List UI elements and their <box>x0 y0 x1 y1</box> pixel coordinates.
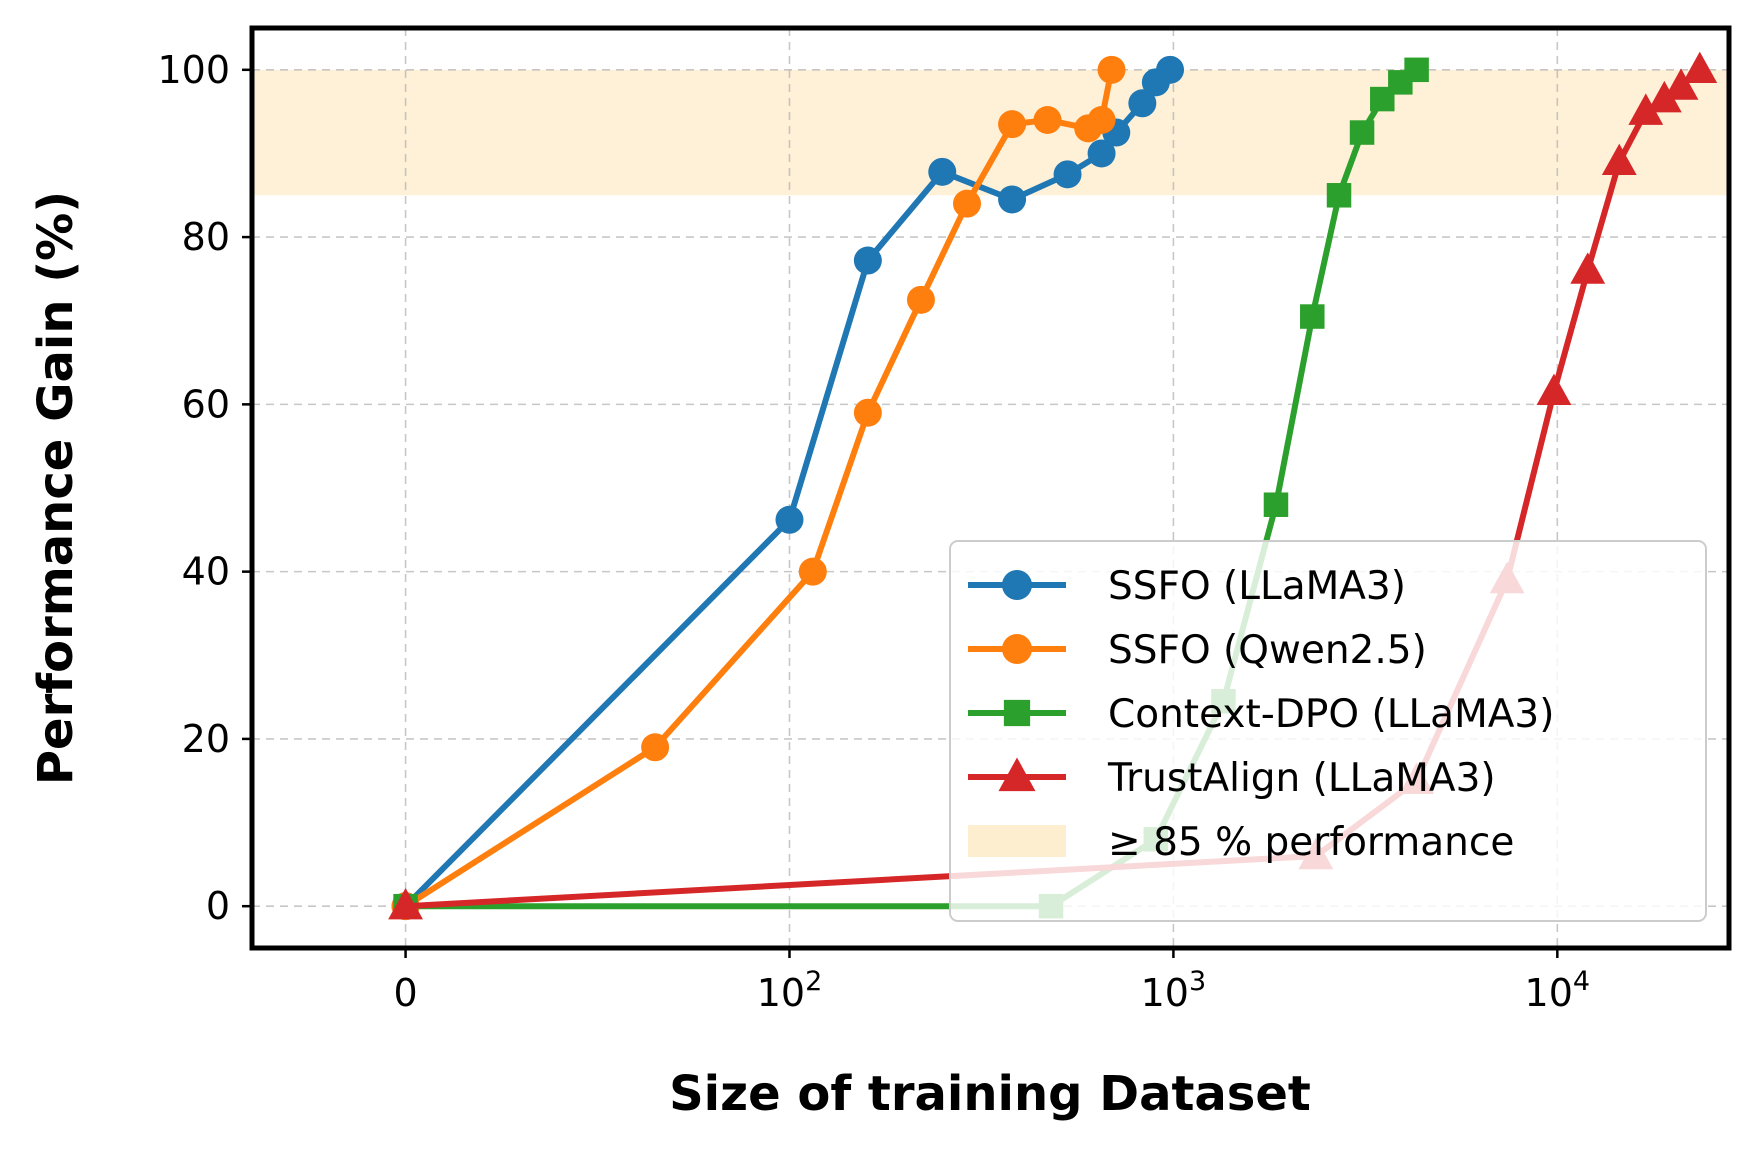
x-tick-label: 104 <box>1525 966 1591 1015</box>
y-tick-label: 0 <box>206 884 230 928</box>
legend-entry: SSFO (Qwen2.5) <box>968 628 1427 673</box>
legend-entry: Context-DPO (LLaMA3) <box>968 692 1554 737</box>
y-tick-label: 40 <box>182 550 230 594</box>
data-point <box>1087 139 1116 168</box>
data-point <box>388 887 423 920</box>
x-tick-label: 103 <box>1141 966 1207 1015</box>
series-layer <box>388 51 1718 921</box>
x-tick-label: 102 <box>757 966 823 1015</box>
data-point <box>641 733 670 762</box>
legend-label: ≥ 85 % performance <box>1108 820 1514 865</box>
x-axis-title: Size of training Dataset <box>669 1066 1311 1122</box>
data-point <box>798 557 827 586</box>
data-point <box>1053 160 1082 189</box>
legend-patch <box>968 825 1066 857</box>
data-point <box>1033 106 1062 134</box>
data-point <box>1128 89 1157 118</box>
legend-marker <box>1002 634 1032 664</box>
legend-box <box>949 540 1707 922</box>
legend-label: SSFO (LLaMA3) <box>1108 564 1406 609</box>
data-point <box>1628 93 1664 125</box>
data-point <box>1349 120 1375 145</box>
data-point <box>1087 106 1116 134</box>
legend-marker <box>1003 699 1031 727</box>
y-tick-label: 60 <box>182 382 230 426</box>
data-point <box>1646 80 1682 113</box>
data-point <box>1263 492 1289 517</box>
y-tick-label: 20 <box>182 717 230 761</box>
legend-marker <box>1002 570 1032 600</box>
data-point <box>853 246 882 275</box>
data-point <box>1097 55 1126 84</box>
data-point <box>775 505 804 534</box>
data-point <box>1601 143 1637 176</box>
data-point <box>853 398 882 427</box>
legend-label: SSFO (Qwen2.5) <box>1108 628 1427 673</box>
legend-entry: TrustAlign (LLaMA3) <box>968 756 1496 801</box>
legend-marker <box>998 757 1036 792</box>
data-point <box>1404 57 1429 83</box>
threshold-band <box>252 69 1729 196</box>
data-point <box>998 110 1027 139</box>
y-tick-label: 100 <box>157 48 230 92</box>
data-point <box>1663 68 1699 100</box>
legend-label: Context-DPO (LLaMA3) <box>1108 692 1554 737</box>
data-point <box>1536 373 1572 406</box>
data-point <box>1570 252 1606 284</box>
plot-frame <box>249 25 1732 951</box>
data-point <box>1156 55 1185 84</box>
legend-label: TrustAlign (LLaMA3) <box>1107 756 1496 801</box>
legend-entry: SSFO (LLaMA3) <box>968 564 1406 609</box>
data-point <box>953 189 982 218</box>
x-axis-ticks: 0 102 103 104 <box>393 948 1590 1015</box>
y-tick-label: 80 <box>182 215 230 259</box>
data-point <box>1300 304 1325 329</box>
data-point <box>1326 183 1352 208</box>
legend-entry: ≥ 85 % performance <box>968 820 1514 865</box>
legend: SSFO (LLaMA3) SSFO (Qwen2.5) Context-DPO (… <box>949 540 1707 922</box>
data-point <box>928 157 957 186</box>
data-point <box>998 185 1027 214</box>
data-point <box>906 285 935 314</box>
data-point <box>1682 51 1718 84</box>
x-tick-label: 0 <box>393 971 417 1015</box>
y-axis-title: Performance Gain (%) <box>28 191 84 785</box>
y-axis-ticks: 0 20 40 60 80 100 <box>157 48 252 928</box>
